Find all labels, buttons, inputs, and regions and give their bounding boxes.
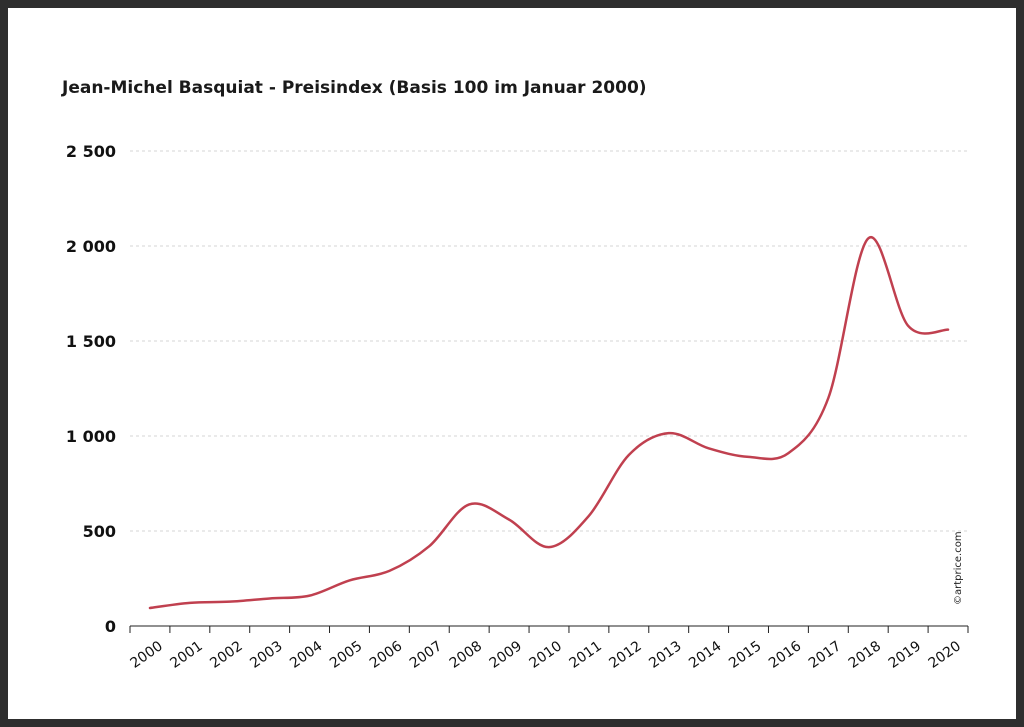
x-tick-label: 2004 (287, 638, 325, 672)
x-tick-label: 2020 (926, 638, 964, 672)
x-tick-label: 2016 (766, 638, 804, 672)
x-tick-label: 2013 (646, 638, 684, 672)
watermark-credit: ©artprice.com (953, 531, 964, 605)
axes (129, 625, 969, 633)
x-tick-label: 2017 (806, 638, 844, 672)
y-tick-label: 2 000 (66, 237, 116, 256)
x-tick-label: 2010 (527, 638, 565, 672)
y-tick-label: 1 000 (66, 427, 116, 446)
x-tick-label: 2006 (367, 638, 405, 672)
x-tick-label: 2007 (407, 638, 445, 672)
x-tick-label: 2011 (566, 638, 604, 672)
x-axis-ticks: 2000 2001 2002 2003 2004 2005 2006 2007 2008 2009… (127, 638, 963, 672)
x-tick-label: 2009 (487, 638, 525, 672)
x-tick-label: 2008 (447, 638, 485, 672)
x-tick-label: 2015 (726, 638, 764, 672)
x-tick-label: 2018 (846, 638, 884, 672)
y-tick-label: 0 (105, 617, 116, 636)
grid-lines (130, 150, 968, 532)
chart-card: Jean-Michel Basquiat - Preisindex (Basis… (8, 8, 1016, 719)
chart-title: Jean-Michel Basquiat - Preisindex (Basis… (62, 78, 647, 98)
x-tick-label: 2005 (327, 638, 365, 672)
x-tick-label: 2019 (886, 638, 924, 672)
x-tick-label: 2003 (247, 638, 285, 672)
series-layer (148, 236, 950, 610)
y-tick-label: 2 500 (66, 142, 116, 161)
x-tick-label: 2012 (606, 638, 644, 672)
series-line (148, 236, 950, 610)
y-tick-label: 1 500 (66, 332, 116, 351)
y-axis-ticks: 0 500 1 000 1 500 2 000 2 500 (66, 142, 116, 636)
x-tick-label: 2014 (686, 638, 724, 672)
x-tick-label: 2002 (207, 638, 245, 672)
x-tick-label: 2001 (167, 638, 205, 672)
y-tick-label: 500 (83, 522, 116, 541)
x-tick-label: 2000 (127, 638, 165, 672)
